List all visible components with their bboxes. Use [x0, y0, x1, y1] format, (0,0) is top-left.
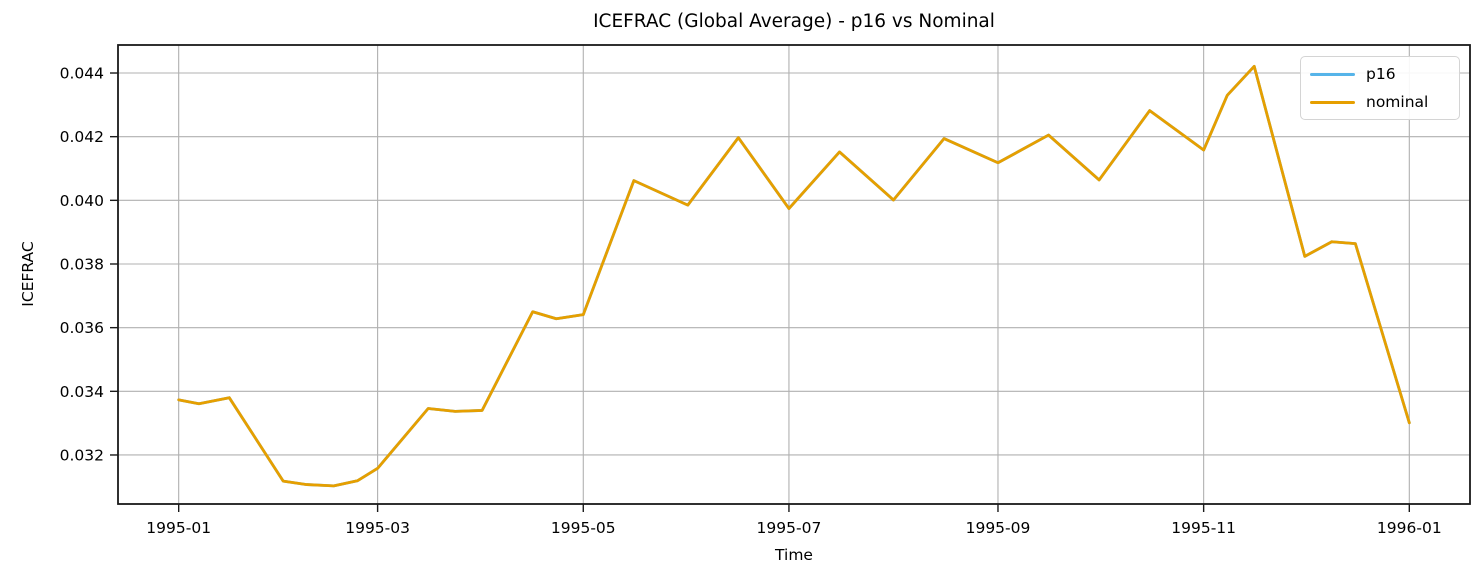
legend-label-p16: p16 — [1366, 65, 1396, 83]
y-tick-label: 0.032 — [60, 446, 104, 464]
x-tick-label: 1995-05 — [551, 519, 616, 537]
x-tick-label: 1995-07 — [757, 519, 822, 537]
x-tick-label: 1995-01 — [146, 519, 211, 537]
y-tick-label: 0.040 — [60, 192, 104, 210]
chart-line-nominal — [177, 64, 1411, 488]
legend-label-nominal: nominal — [1366, 93, 1429, 111]
x-tick-label: 1995-11 — [1171, 519, 1236, 537]
y-tick-label: 0.042 — [60, 128, 104, 146]
y-axis-label: ICEFRAC — [19, 241, 37, 307]
plot-spines — [117, 44, 1471, 505]
x-tick-label: 1995-03 — [345, 519, 410, 537]
y-tick-label: 0.036 — [60, 319, 104, 337]
y-tick-label: 0.034 — [60, 383, 104, 401]
x-tick-label: 1996-01 — [1377, 519, 1442, 537]
legend-entry-p16: p16 — [1301, 61, 1459, 87]
x-tick-label: 1995-09 — [966, 519, 1031, 537]
y-tick-label: 0.038 — [60, 255, 104, 273]
legend: p16 nominal — [1300, 56, 1460, 120]
legend-entry-nominal: nominal — [1301, 89, 1459, 115]
chart-title: ICEFRAC (Global Average) - p16 vs Nomina… — [593, 11, 995, 32]
nominal-line-swatch — [1310, 100, 1355, 104]
y-tick-label: 0.044 — [60, 65, 104, 83]
x-axis-label: Time — [775, 546, 813, 564]
p16-line-swatch — [1310, 72, 1355, 76]
